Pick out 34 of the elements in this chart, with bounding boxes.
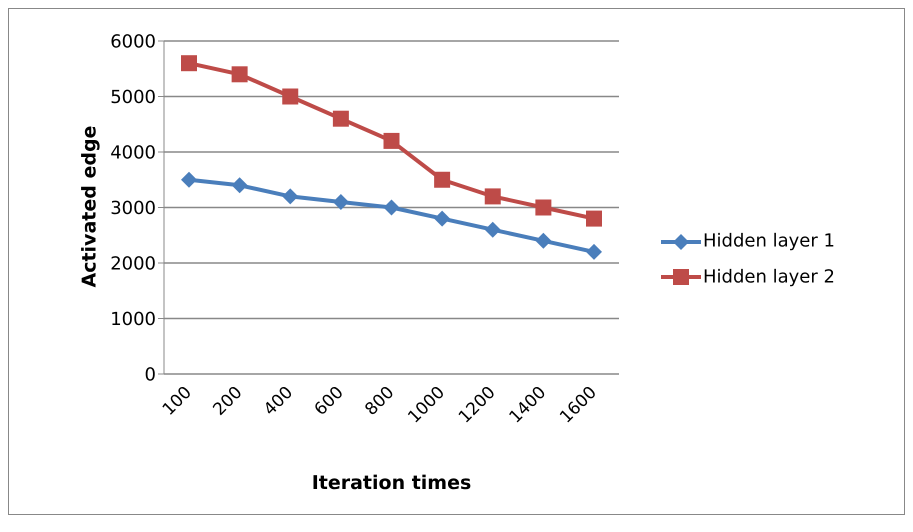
x-axis-title: Iteration times bbox=[312, 472, 472, 494]
x-tick-label: 800 bbox=[361, 382, 398, 420]
point bbox=[384, 200, 400, 216]
y-tick-label: 0 bbox=[144, 364, 156, 386]
point bbox=[384, 132, 400, 149]
point bbox=[535, 232, 552, 249]
point bbox=[332, 194, 349, 210]
point bbox=[181, 172, 197, 188]
point bbox=[535, 200, 552, 216]
point bbox=[484, 188, 501, 204]
legend-label: Hidden layer 1 bbox=[703, 231, 835, 252]
legend-label: Hidden layer 2 bbox=[703, 266, 835, 288]
y-tick-label: 3000 bbox=[110, 198, 156, 219]
point bbox=[484, 222, 501, 238]
x-tick-label: 600 bbox=[310, 382, 348, 420]
point bbox=[332, 110, 349, 127]
point bbox=[181, 55, 197, 72]
point bbox=[434, 210, 450, 227]
x-tick-label: 100 bbox=[158, 382, 196, 420]
point bbox=[282, 88, 298, 104]
point bbox=[434, 172, 450, 188]
point bbox=[232, 66, 248, 82]
y-tick-label: 6000 bbox=[110, 31, 156, 52]
y-tick-label: 2000 bbox=[110, 253, 156, 274]
y-tick-label: 5000 bbox=[110, 86, 156, 108]
point bbox=[586, 244, 602, 260]
y-tick-label: 1000 bbox=[110, 308, 156, 330]
point bbox=[232, 177, 248, 194]
x-tick-label: 400 bbox=[260, 382, 298, 420]
x-tick-label: 200 bbox=[209, 382, 246, 420]
point bbox=[586, 210, 602, 227]
point bbox=[282, 188, 298, 204]
y-axis-title: Activated edge bbox=[78, 126, 101, 288]
y-tick-label: 4000 bbox=[110, 142, 156, 164]
